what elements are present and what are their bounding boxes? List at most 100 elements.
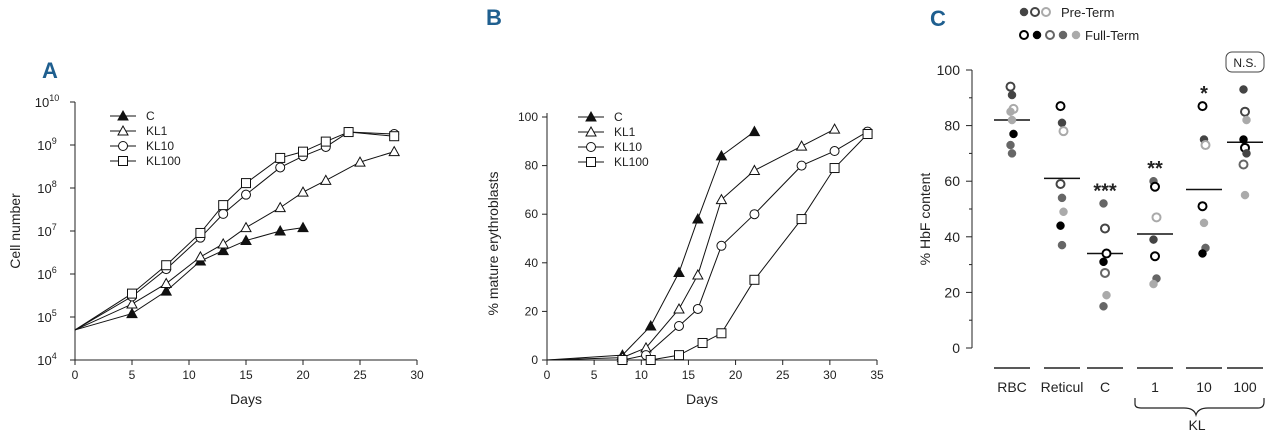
data-point [1240, 190, 1250, 200]
data-point [1151, 212, 1162, 223]
x-tick-label: 20 [729, 368, 743, 382]
y-tick-label: 100 [937, 62, 961, 78]
data-point [275, 162, 286, 173]
y-tick-label: 108 [37, 179, 56, 196]
data-point [1102, 290, 1111, 300]
data-point [617, 355, 628, 365]
series-line [74, 151, 395, 331]
legend-marker [1045, 30, 1055, 40]
x-tick-label: 25 [776, 368, 790, 382]
data-point [1199, 218, 1209, 228]
y-tick-label: 40 [944, 229, 960, 245]
data-point [1059, 207, 1068, 217]
legend-label: KL10 [614, 140, 642, 154]
data-point [298, 146, 308, 157]
data-point [692, 303, 703, 314]
category-label: C [1100, 379, 1110, 395]
data-point [389, 131, 400, 142]
x-tick-label: 10 [182, 368, 196, 382]
data-point [1007, 115, 1017, 125]
data-point [715, 193, 728, 205]
data-point [796, 214, 807, 225]
data-point [1238, 159, 1249, 170]
data-point [674, 320, 684, 331]
data-point [796, 160, 807, 171]
category-label: 100 [1233, 379, 1257, 395]
data-point [1057, 240, 1067, 250]
legend-label: C [146, 109, 155, 123]
data-point [1057, 118, 1067, 128]
legend-label: KL100 [614, 155, 649, 169]
y-tick-label: 60 [525, 207, 539, 221]
data-point [862, 129, 873, 140]
data-point [1100, 223, 1110, 234]
panel-letter: B [486, 5, 502, 30]
legend-label: KL1 [146, 124, 168, 138]
data-point [716, 240, 727, 251]
legend-marker [117, 109, 129, 121]
panel-b: B 0 5 10 15 20 25 30 35 0 20 40 60 80 100 Days % mature … [485, 5, 884, 407]
data-point [1200, 140, 1211, 151]
legend-marker [586, 157, 596, 167]
panel-letter: C [930, 6, 946, 31]
data-point [1242, 149, 1251, 158]
data-point [194, 250, 207, 262]
x-tick-label: 35 [870, 368, 884, 382]
data-point [749, 274, 760, 285]
y-tick-label: 1010 [35, 93, 59, 110]
series-line [74, 227, 304, 331]
data-point [1007, 90, 1017, 100]
series-line [547, 131, 868, 361]
data-point [692, 213, 704, 224]
data-point [126, 298, 138, 309]
data-point [829, 146, 840, 157]
y-tick-label: 20 [525, 304, 539, 318]
group-10 [1197, 101, 1211, 258]
y-tick-label: 109 [37, 136, 56, 153]
data-point [1242, 115, 1251, 125]
group-Reticul [1055, 101, 1069, 250]
data-point [195, 227, 206, 238]
legend-marker [118, 141, 128, 151]
data-point [240, 221, 252, 233]
data-point [126, 307, 138, 319]
legend-marker [1041, 7, 1051, 17]
data-point [1240, 106, 1250, 117]
data-point [673, 302, 685, 314]
data-point [1099, 257, 1108, 267]
data-point [297, 186, 309, 197]
x-tick-label: 30 [823, 368, 837, 382]
data-point [217, 244, 230, 256]
data-point [319, 174, 332, 185]
significance-label: N.S. [1233, 56, 1256, 70]
data-point [1239, 135, 1248, 144]
panel-c: C 0 20 40 60 80 100 % HbF content RBC Reticul C 1 10… [917, 5, 1265, 433]
y-tick-label: 20 [944, 284, 960, 300]
data-point [320, 136, 331, 147]
data-point [1198, 249, 1207, 258]
category-label: Reticul [1041, 379, 1084, 395]
legend-marker [585, 110, 597, 122]
data-point [274, 224, 287, 236]
legend: Pre-Term Full-Term [1019, 5, 1139, 43]
x-tick-label: 0 [544, 368, 551, 382]
legend-marker [1019, 30, 1029, 40]
data-point [748, 125, 761, 137]
legend-label: KL10 [146, 139, 174, 153]
y-tick-label: 80 [525, 159, 539, 173]
data-point [218, 200, 229, 211]
group-RBC [1005, 81, 1019, 158]
category-label: 1 [1151, 379, 1159, 395]
data-point [749, 209, 760, 220]
legend-marker [118, 156, 128, 166]
y-axis-label: % mature erythroblasts [485, 172, 501, 316]
data-point [697, 337, 708, 348]
legend-label: Full-Term [1085, 28, 1139, 43]
y-tick-label: 104 [37, 351, 56, 368]
significance-label: ** [1147, 158, 1163, 180]
data-point [828, 123, 841, 134]
category-label: RBC [997, 379, 1027, 395]
data-point [674, 350, 684, 361]
data-point [297, 221, 309, 233]
